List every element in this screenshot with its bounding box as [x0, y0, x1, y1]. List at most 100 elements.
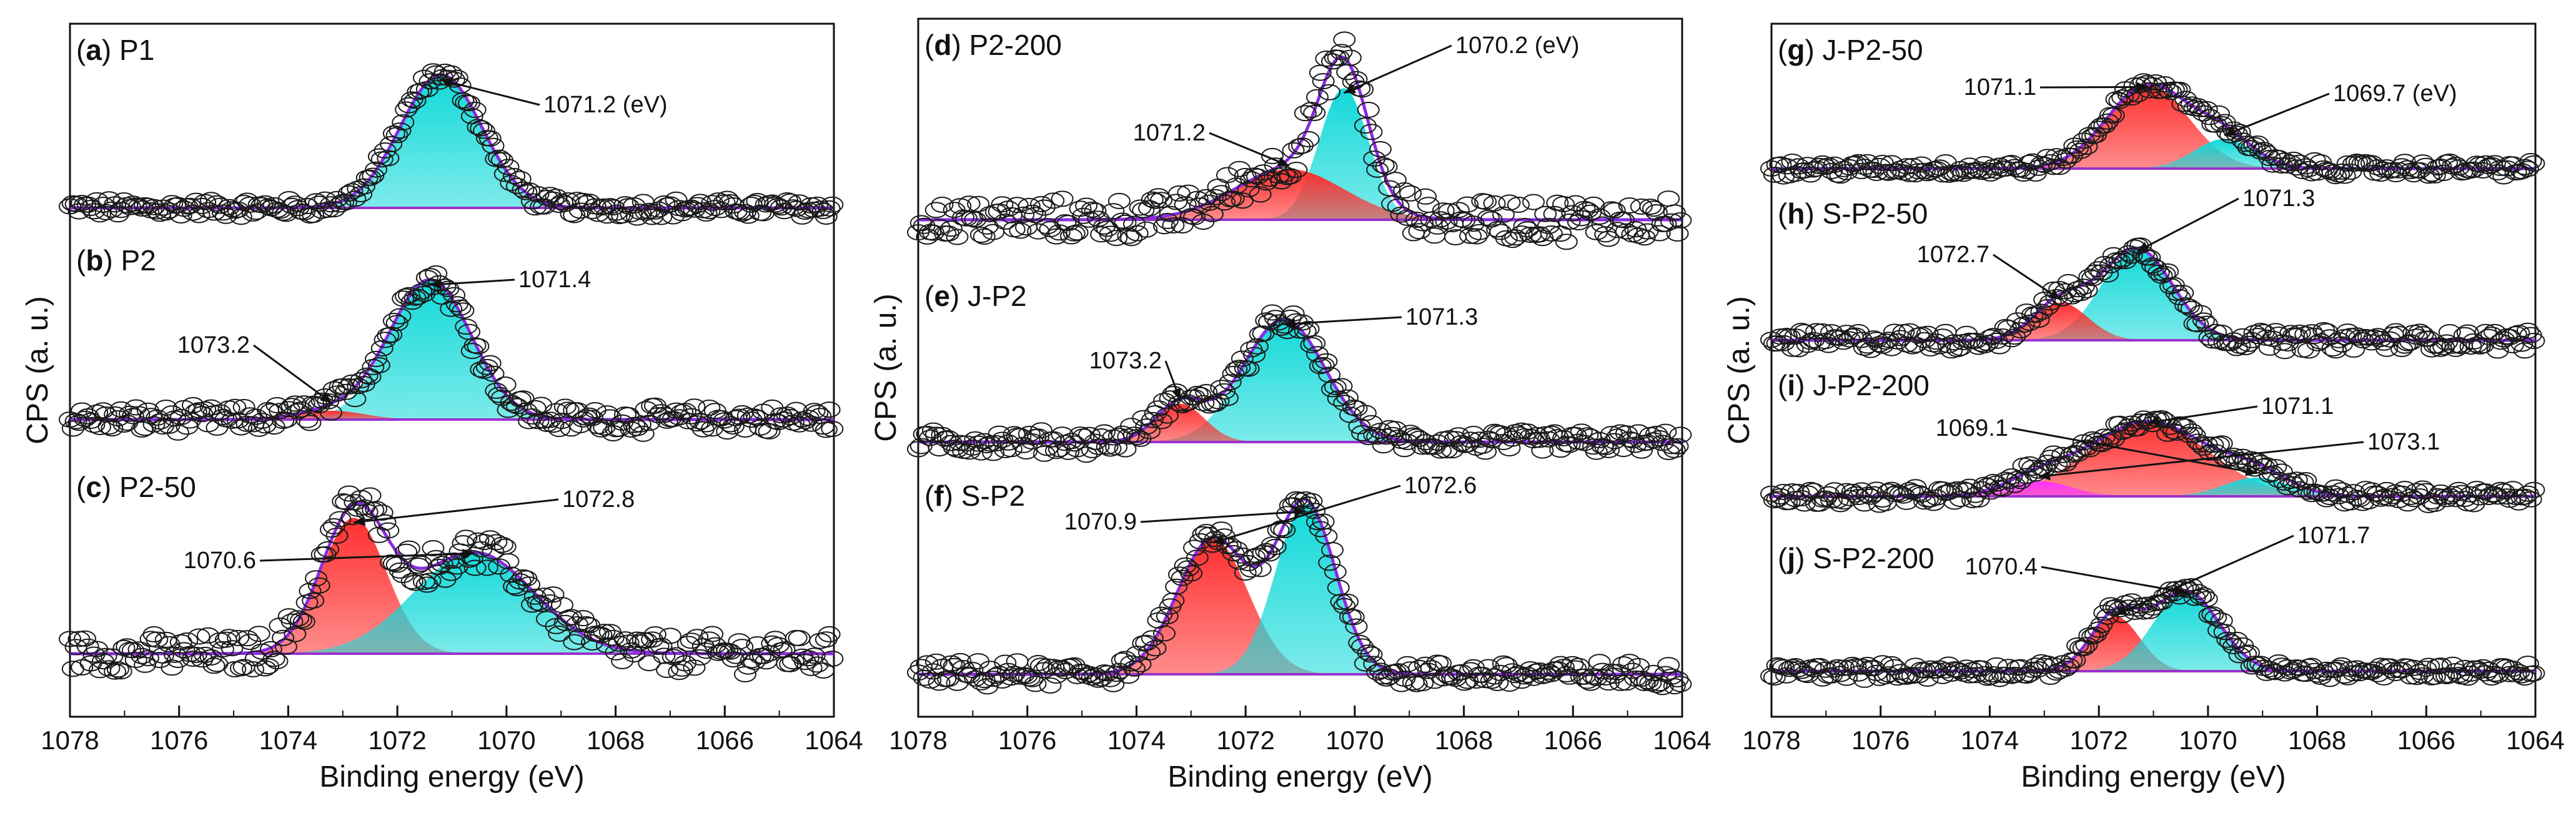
data-point — [1234, 168, 1257, 184]
data-point — [821, 196, 844, 213]
data-point — [1321, 542, 1344, 558]
data-point — [470, 120, 493, 137]
data-point — [1597, 441, 1620, 458]
data-point — [1907, 163, 1930, 180]
data-point — [1405, 211, 1428, 228]
data-point — [1186, 549, 1209, 566]
data-point — [443, 287, 465, 303]
data-point — [821, 420, 844, 437]
data-point — [2330, 336, 2353, 353]
data-point — [1534, 205, 1557, 222]
data-point — [2414, 157, 2437, 174]
data-point — [470, 361, 493, 378]
data-point — [716, 423, 739, 440]
data-point — [2264, 323, 2287, 340]
data-point — [67, 415, 91, 431]
data-point — [1168, 566, 1191, 583]
data-point — [1492, 206, 1515, 223]
data-point — [182, 396, 204, 413]
data-point — [82, 416, 106, 433]
data-point — [1447, 427, 1470, 444]
data-point — [460, 549, 483, 566]
data-point — [563, 634, 586, 651]
data-point — [997, 434, 1020, 451]
data-point — [2195, 591, 2218, 607]
data-point — [305, 570, 327, 587]
panel-letter: g — [1787, 34, 1805, 66]
data-point — [1627, 424, 1650, 441]
data-point — [2441, 337, 2464, 354]
data-point — [2042, 159, 2065, 175]
x-tick-label: 1068 — [2288, 725, 2346, 755]
x-axis-title: Binding energy (eV) — [319, 760, 584, 794]
panel-label: (f) S-P2 — [924, 479, 1025, 512]
data-point — [2234, 135, 2257, 152]
data-point — [2396, 160, 2419, 177]
data-point — [686, 197, 709, 214]
data-point — [803, 403, 826, 420]
data-point — [1612, 656, 1635, 673]
data-point — [924, 653, 948, 670]
data-point — [2375, 481, 2398, 498]
data-point — [1012, 206, 1035, 223]
data-point — [1997, 659, 2020, 676]
data-point — [2456, 669, 2479, 686]
data-point — [2504, 326, 2527, 343]
annotation-arrow — [1212, 484, 1401, 544]
data-point — [818, 626, 841, 642]
data-point — [325, 527, 349, 544]
peak-area-cyan — [2013, 248, 2261, 340]
data-point — [404, 92, 427, 109]
data-point — [2198, 444, 2221, 461]
data-point — [1174, 196, 1197, 213]
data-point — [653, 647, 676, 664]
data-point — [473, 534, 495, 551]
data-point — [1570, 423, 1593, 440]
data-point — [2522, 665, 2545, 682]
data-point — [1576, 427, 1599, 444]
data-point — [515, 184, 538, 200]
data-point — [320, 521, 342, 538]
annotation-arrow — [2136, 197, 2239, 253]
data-point — [704, 200, 726, 216]
data-point — [2066, 637, 2089, 654]
data-point — [184, 646, 207, 663]
panel-label: (e) J-P2 — [924, 280, 1027, 312]
data-point — [922, 422, 944, 439]
data-point — [1300, 102, 1323, 119]
data-point — [764, 413, 787, 430]
data-point — [1486, 221, 1509, 238]
data-point — [97, 418, 121, 435]
x-tick-label: 1064 — [1653, 725, 1711, 755]
data-point — [982, 671, 1005, 687]
panel-label: (c) P2-50 — [76, 471, 196, 503]
data-point — [1411, 675, 1434, 692]
data-point — [1603, 202, 1626, 219]
data-point — [1372, 157, 1395, 174]
data-point — [2192, 587, 2215, 604]
data-point — [1531, 442, 1554, 459]
data-point — [931, 197, 954, 213]
data-point — [1414, 656, 1437, 673]
data-point — [317, 541, 340, 558]
panel-label: (h) S-P2-50 — [1778, 197, 1928, 230]
data-point — [64, 413, 87, 430]
data-point — [292, 204, 315, 221]
data-point — [815, 209, 838, 225]
data-point — [939, 655, 963, 672]
data-point — [650, 637, 673, 654]
data-point — [1579, 674, 1602, 691]
peak-label: 1071.7 — [2297, 523, 2370, 549]
data-point — [2258, 466, 2281, 483]
panel-d: (d) P2-200 1070.2 (eV) 1071.2 — [907, 29, 1692, 250]
data-point — [2285, 471, 2308, 488]
data-point — [1156, 608, 1179, 624]
data-point — [127, 641, 151, 658]
data-point — [2510, 667, 2534, 684]
data-point — [97, 660, 121, 677]
data-point — [605, 644, 628, 661]
data-point — [1183, 389, 1206, 406]
data-point — [2408, 162, 2431, 179]
data-point — [350, 186, 373, 202]
